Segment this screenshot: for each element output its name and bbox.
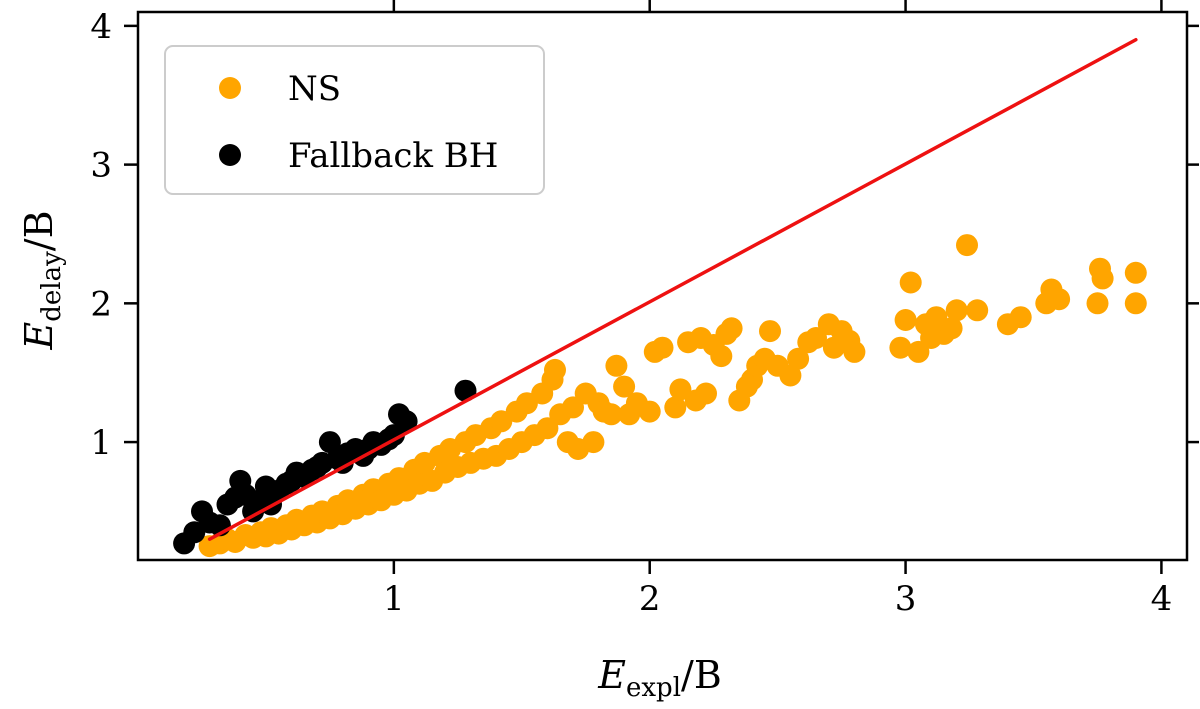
point-ns xyxy=(966,299,989,322)
point-fallback-bh xyxy=(395,410,418,433)
point-fallback-bh xyxy=(318,431,341,454)
point-ns xyxy=(605,354,628,377)
legend-box xyxy=(164,45,545,195)
x-tick-label: 4 xyxy=(1151,579,1173,619)
point-ns xyxy=(536,417,559,440)
legend-label-fallback-bh: Fallback BH xyxy=(288,136,498,176)
point-ns xyxy=(787,347,810,370)
point-ns xyxy=(907,340,930,363)
point-ns xyxy=(664,396,687,419)
legend-marker-fallback-bh xyxy=(219,144,241,166)
point-ns xyxy=(562,396,584,419)
point-ns xyxy=(544,358,566,381)
point-ns xyxy=(759,320,781,343)
point-ns xyxy=(945,299,968,322)
point-ns xyxy=(600,403,623,426)
point-ns xyxy=(956,234,978,257)
legend-label-ns: NS xyxy=(288,69,341,109)
point-ns xyxy=(805,327,827,349)
point-ns xyxy=(889,336,912,359)
point-ns xyxy=(1124,261,1147,284)
point-ns xyxy=(779,364,802,387)
ticks-layer: 1 2 3 4 1 2 3 4 xyxy=(90,0,1199,619)
y-tick-label: 1 xyxy=(90,423,112,463)
points-layer xyxy=(173,234,1147,558)
x-axis-label: Eexpl/B xyxy=(597,653,722,703)
point-ns xyxy=(899,271,922,294)
point-ns xyxy=(894,309,917,331)
point-ns xyxy=(940,317,963,340)
point-ns xyxy=(843,340,866,363)
legend: NS Fallback BH xyxy=(164,45,545,195)
y-tick-label: 3 xyxy=(90,146,112,186)
legend-marker-ns xyxy=(219,77,241,99)
point-ns xyxy=(720,317,743,340)
point-ns xyxy=(1086,292,1109,315)
point-ns xyxy=(1124,292,1147,315)
y-tick-label: 4 xyxy=(90,7,112,47)
point-ns xyxy=(651,336,674,359)
point-ns xyxy=(710,345,733,368)
point-ns xyxy=(638,400,661,423)
point-ns xyxy=(582,431,605,454)
reference-line xyxy=(207,37,1138,541)
point-ns xyxy=(1009,306,1032,329)
point-fallback-bh xyxy=(454,379,477,402)
x-tick-label: 2 xyxy=(639,579,661,619)
x-tick-label: 3 xyxy=(895,579,917,619)
x-tick-label: 1 xyxy=(383,579,405,619)
y-axis-label: Edelay/B xyxy=(17,210,67,350)
point-ns xyxy=(613,375,636,398)
point-ns xyxy=(1048,288,1071,311)
point-ns xyxy=(925,306,948,329)
y-tick-label: 2 xyxy=(90,284,112,324)
plot-frame xyxy=(136,10,1189,562)
point-ns xyxy=(695,382,717,405)
point-ns xyxy=(669,378,692,401)
point-ns xyxy=(1091,267,1114,290)
